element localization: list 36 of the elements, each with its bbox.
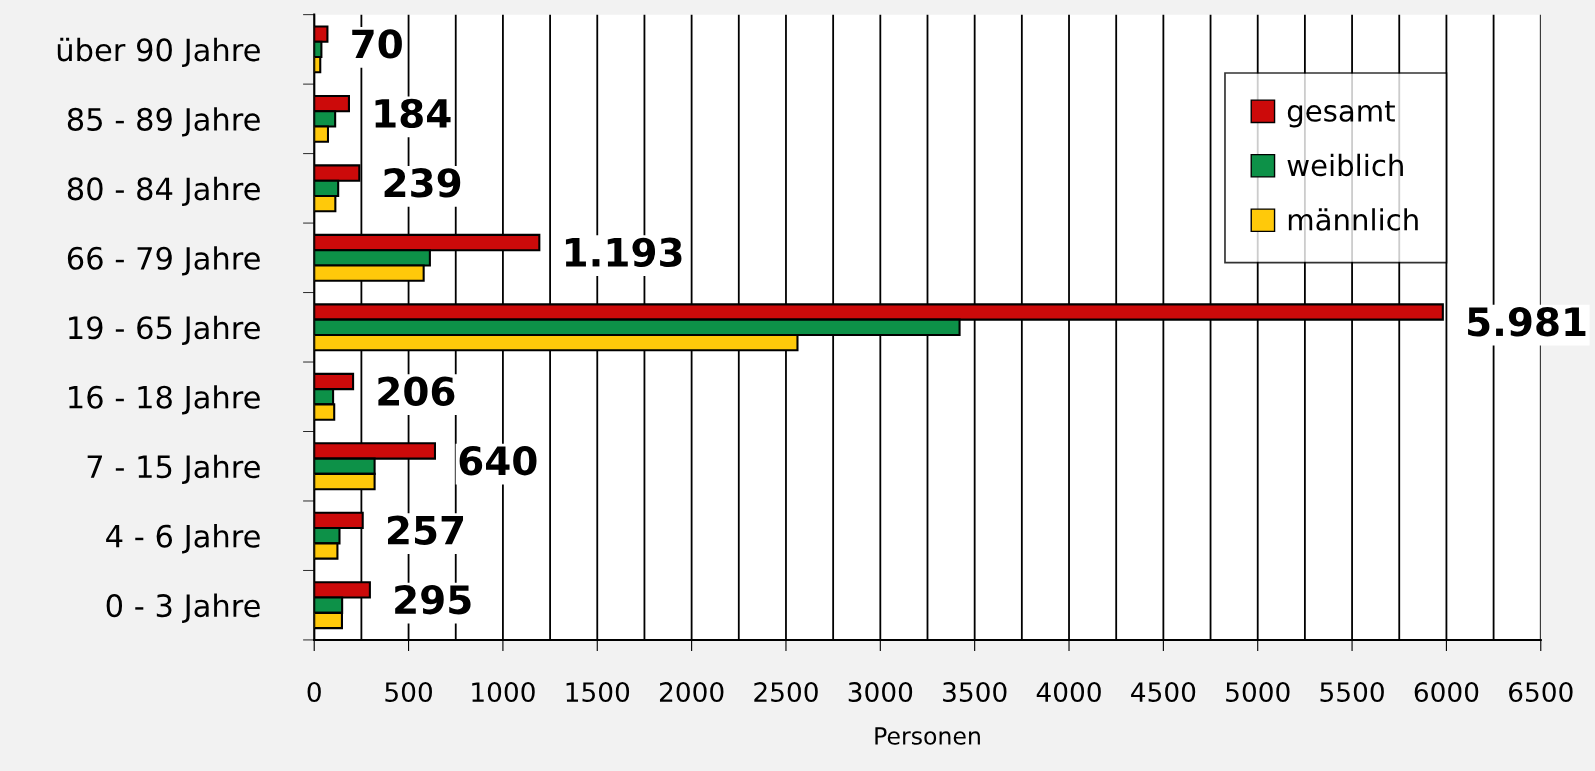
legend-label: weiblich bbox=[1287, 153, 1403, 177]
x-tick-label: 2000 bbox=[659, 682, 724, 703]
x-tick-label: 3000 bbox=[848, 682, 913, 703]
y-tick-label: 19 - 65 Jahre bbox=[69, 315, 260, 346]
data-label: 239 bbox=[384, 168, 461, 198]
y-tick-label: 16 - 18 Jahre bbox=[69, 385, 260, 415]
x-tick-label: 0 bbox=[307, 682, 321, 703]
x-tick-label: 1500 bbox=[566, 682, 630, 703]
data-label: 295 bbox=[395, 584, 471, 615]
x-tick-label: 4500 bbox=[1131, 682, 1196, 703]
y-tick-label: 85 - 89 Jahre bbox=[67, 107, 260, 137]
y-tick-label: 66 - 79 Jahre bbox=[67, 246, 260, 276]
x-tick-label: 3500 bbox=[943, 682, 1007, 703]
x-tick-label: 1000 bbox=[472, 682, 535, 703]
x-tick-label: 6000 bbox=[1414, 682, 1479, 703]
data-label: 640 bbox=[459, 446, 537, 476]
data-label: 1.193 bbox=[565, 237, 682, 268]
data-label: 206 bbox=[378, 376, 455, 406]
y-tick-label: 7 - 15 Jahre bbox=[87, 454, 260, 484]
x-axis-title: Personen bbox=[875, 727, 980, 745]
data-label: 5.981 bbox=[1468, 307, 1586, 337]
y-tick-label: 80 - 84 Jahre bbox=[67, 176, 260, 207]
x-tick-label: 4000 bbox=[1036, 682, 1101, 703]
x-tick-label: 500 bbox=[385, 682, 432, 703]
legend-label: gesamt bbox=[1287, 100, 1395, 128]
legend-label: männlich bbox=[1288, 208, 1418, 231]
y-tick-label: 4 - 6 Jahre bbox=[106, 524, 260, 554]
data-label: 257 bbox=[388, 515, 464, 545]
x-tick-label: 2500 bbox=[754, 682, 818, 703]
x-tick-label: 5500 bbox=[1320, 682, 1384, 703]
x-tick-label: 5000 bbox=[1226, 682, 1290, 703]
data-label: 184 bbox=[375, 98, 451, 129]
x-tick-label: 6500 bbox=[1509, 682, 1573, 703]
y-tick-label: über 90 Jahre bbox=[57, 37, 260, 68]
y-tick-label: 0 - 3 Jahre bbox=[106, 593, 260, 623]
data-label: 70 bbox=[352, 29, 402, 59]
